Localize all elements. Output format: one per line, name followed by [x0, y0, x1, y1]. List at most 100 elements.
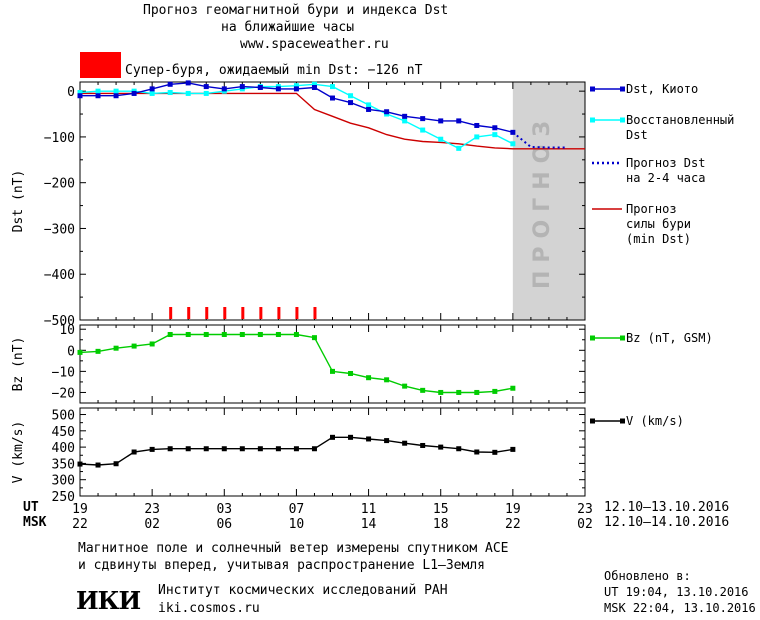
- updated-label: Обновлено в:: [604, 569, 691, 583]
- ut-tick-label: 07: [289, 502, 305, 517]
- v-series-0-point: [113, 461, 119, 467]
- dst-legend-1-label: Dst: [626, 128, 648, 142]
- dst-series-0-point: [311, 84, 317, 90]
- msk-tick-label: 22: [505, 517, 521, 532]
- measurement-note-line2: и сдвинуты вперед, учитывая распростране…: [78, 558, 485, 573]
- v-series-0-point: [95, 462, 101, 468]
- dst-legend-2-label: на 2-4 часа: [626, 171, 705, 185]
- bz-series-0-point: [113, 345, 119, 351]
- v-ytick-label: 350: [52, 457, 75, 472]
- dst-series-1-point: [113, 88, 119, 94]
- dst-series-0-point: [149, 86, 155, 92]
- dst-ytick-label: −200: [44, 177, 75, 192]
- dst-series-0-point: [167, 81, 173, 87]
- dst-series-1-point: [510, 141, 516, 147]
- dst-series-1-point: [203, 90, 209, 96]
- dst-series-1-point: [185, 90, 191, 96]
- bz-series-0-point: [366, 375, 372, 381]
- bz-ytick-label: 0: [67, 344, 75, 359]
- dst-series-0-point: [510, 129, 516, 135]
- dst-series-0-point: [239, 84, 245, 90]
- v-legend-0-label: V (km/s): [626, 414, 684, 428]
- bz-series-0-point: [492, 388, 498, 394]
- bz-ytick-label: −10: [52, 365, 75, 380]
- v-series-0-point: [131, 449, 137, 455]
- updated-msk: MSK 22:04, 13.10.2016: [604, 601, 756, 615]
- institute-url[interactable]: iki.cosmos.ru: [158, 601, 260, 616]
- dst-legend-3-label: (min Dst): [626, 232, 691, 246]
- updated-ut: UT 19:04, 13.10.2016: [604, 585, 749, 599]
- dst-series-1-point: [420, 127, 426, 133]
- source-url[interactable]: www.spaceweather.ru: [240, 37, 389, 52]
- dst-ytick-label: −500: [44, 314, 75, 329]
- bz-series-0-point: [275, 331, 281, 337]
- dst-ytick-label: 0: [67, 85, 75, 100]
- bz-series-0-point: [221, 331, 227, 337]
- v-series-0-point: [77, 461, 83, 467]
- bz-legend-0-label: Bz (nT, GSM): [626, 331, 713, 345]
- storm-marker: [295, 307, 299, 319]
- v-series-0-point: [402, 440, 408, 446]
- bz-series-0-point: [185, 331, 191, 337]
- bz-series-0-point: [420, 387, 426, 393]
- dst-legend-0-marker: [590, 86, 595, 92]
- dst-series-1-point: [293, 83, 299, 89]
- v-series-0-point: [185, 446, 191, 452]
- forecast-region-label: ПРОГНОЗ: [530, 113, 555, 289]
- bz-series-0-point: [474, 389, 480, 395]
- storm-marker: [205, 307, 209, 319]
- bz-series-0-point: [239, 331, 245, 337]
- iki-logo: ИКИ: [76, 586, 141, 615]
- dst-series-0-point: [438, 118, 444, 124]
- dst-panel-frame: [79, 81, 586, 321]
- storm-marker: [313, 307, 317, 319]
- ut-tick-label: 11: [361, 502, 377, 517]
- v-series-0-point: [474, 449, 480, 455]
- bz-series-0-point: [293, 331, 299, 337]
- v-ytick-label: 300: [52, 474, 75, 489]
- v-ylabel: V (km/s): [11, 421, 26, 484]
- dst-series-0-point: [348, 100, 354, 106]
- storm-marker: [169, 307, 173, 319]
- v-series-0-point: [167, 446, 173, 452]
- v-series-0-point: [492, 449, 498, 455]
- v-series-0-point: [203, 446, 209, 452]
- msk-tick-label: 10: [289, 517, 305, 532]
- dst-ylabel: Dst (nT): [11, 170, 26, 233]
- ut-tick-label: 23: [577, 502, 593, 517]
- measurement-note-line1: Магнитное поле и солнечный ветер измерен…: [78, 541, 509, 556]
- dst-series-1-point: [348, 93, 354, 99]
- dst-ytick-label: −400: [44, 268, 75, 283]
- bz-series-0-point: [348, 370, 354, 376]
- ut-axis-label: UT: [23, 500, 39, 515]
- bz-series-0-point: [330, 368, 335, 374]
- chart-title-line2: на ближайшие часы: [221, 20, 355, 35]
- bz-series-0-point: [95, 348, 101, 354]
- bz-series-0-point: [456, 389, 462, 395]
- dst-series-1-point: [77, 90, 83, 96]
- dst-ytick-label: −100: [44, 131, 75, 146]
- v-legend-0-marker: [590, 418, 595, 424]
- bz-legend-0-marker-end: [620, 335, 625, 341]
- bz-series-0-point: [438, 389, 444, 395]
- dst-series-1-point: [95, 88, 101, 94]
- msk-tick-label: 02: [577, 517, 593, 532]
- bz-series-0-point: [311, 335, 317, 341]
- institute-name: Институт космических исследований РАН: [158, 583, 448, 598]
- dst-series-0-point: [474, 122, 480, 128]
- dst-legend-2-label: Прогноз Dst: [626, 156, 705, 170]
- forecast-region: [512, 82, 585, 320]
- v-series-0-point: [293, 446, 299, 452]
- ut-tick-label: 19: [72, 502, 88, 517]
- dst-series-1-point: [330, 84, 335, 90]
- dst-legend-3-label: Прогноз: [626, 202, 677, 216]
- bz-series-0-line: [79, 333, 514, 394]
- v-ytick-label: 250: [52, 490, 75, 505]
- dst-series-0-point: [275, 86, 281, 92]
- v-ytick-label: 400: [52, 441, 75, 456]
- v-series-0-point: [330, 434, 335, 440]
- dst-series-0-point: [293, 86, 299, 92]
- bz-series-0-point: [149, 341, 155, 347]
- dst-series-0-point: [257, 84, 263, 90]
- dst-series-0-point: [366, 106, 372, 112]
